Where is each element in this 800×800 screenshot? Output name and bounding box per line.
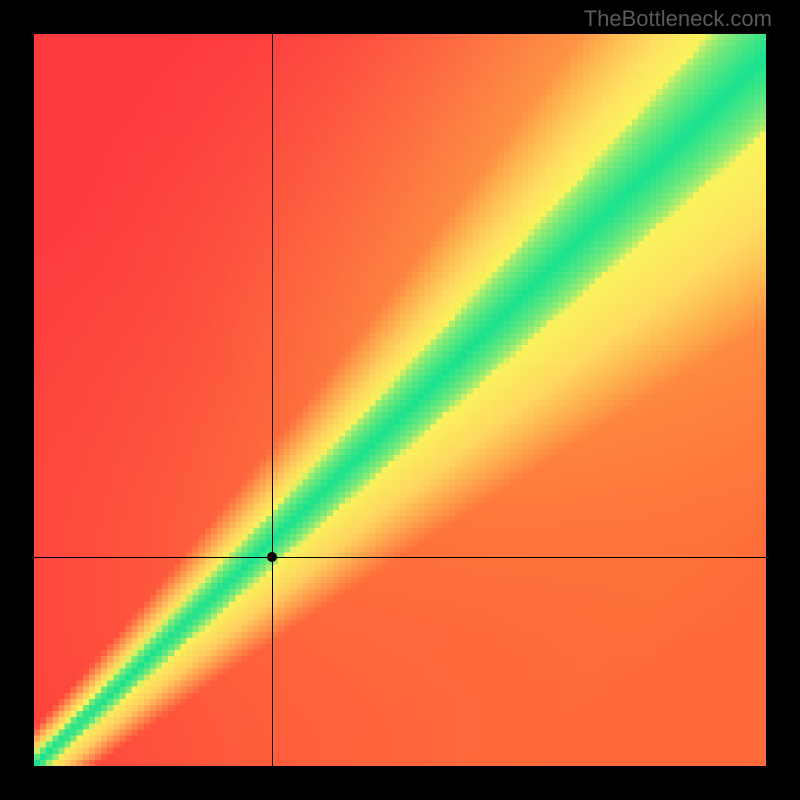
- watermark-text: TheBottleneck.com: [584, 6, 772, 32]
- heatmap-canvas: [34, 34, 766, 766]
- crosshair-horizontal: [34, 557, 766, 558]
- data-point-marker: [267, 552, 277, 562]
- heatmap-plot: [34, 34, 766, 766]
- crosshair-vertical: [272, 34, 273, 766]
